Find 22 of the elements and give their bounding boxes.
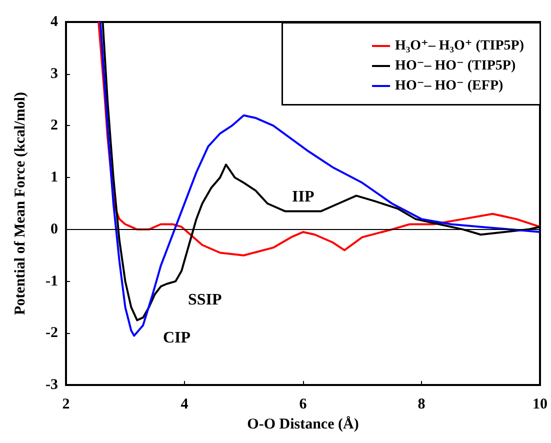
legend-label: HO⁻– HO⁻ (TIP5P)	[395, 58, 516, 74]
y-tick-label: 1	[50, 170, 58, 186]
x-tick-label: 10	[532, 396, 548, 412]
annotation: IIP	[292, 188, 314, 206]
y-tick-label: 0	[50, 221, 58, 238]
legend-label: H₃O⁺– H₃O⁺ (TIP5P)	[395, 38, 524, 54]
annotation: SSIP	[188, 292, 222, 308]
x-axis-title: O-O Distance (Å)	[247, 415, 359, 432]
y-tick-label: -1	[46, 273, 58, 290]
legend-label: HO⁻– HO⁻ (EFP)	[395, 78, 504, 94]
line-series	[98, 21, 541, 256]
y-tick-label: 2	[50, 118, 58, 134]
y-tick-label: 3	[50, 66, 58, 82]
x-tick-label: 8	[418, 396, 426, 412]
x-tick-label: 2	[62, 396, 70, 412]
y-axis-title: Potential of Mean Force (kcal/mol)	[12, 92, 28, 315]
x-tick-label: 4	[180, 396, 189, 412]
y-tick-label: 4	[50, 14, 58, 30]
y-tick-label: -2	[46, 325, 58, 342]
y-tick-label: -3	[46, 377, 58, 393]
annotation: CIP	[163, 330, 191, 346]
x-tick-label: 6	[299, 396, 308, 412]
